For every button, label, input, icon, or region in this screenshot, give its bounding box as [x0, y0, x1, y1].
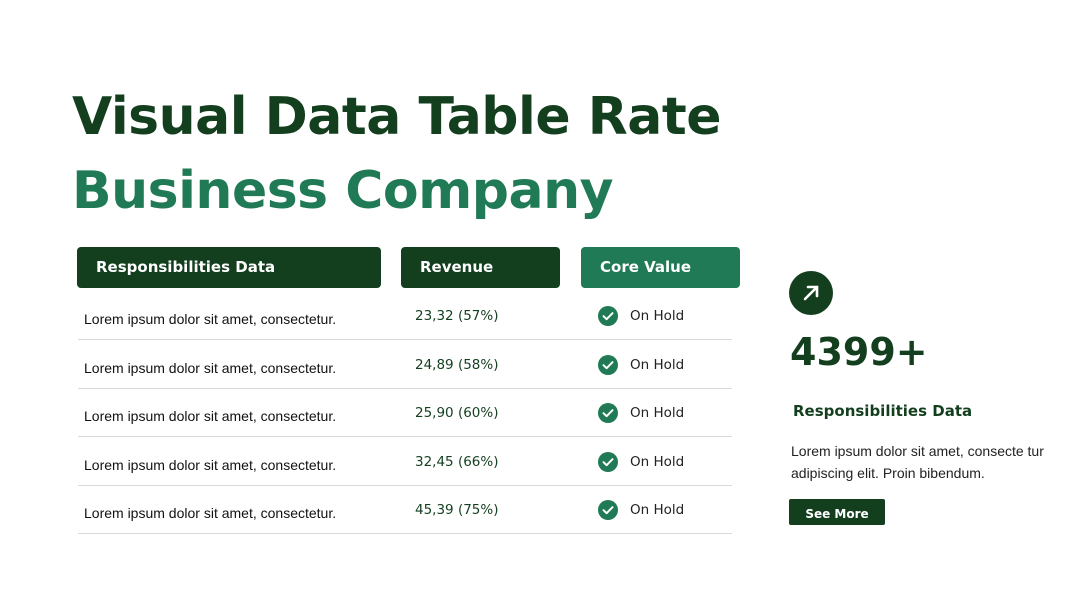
table-cell: 45,39 (75%) [415, 502, 499, 518]
check [598, 354, 618, 375]
title-accent: Business Company [72, 161, 614, 221]
table-row: Lorem ipsum dolor sit amet, consectetur.… [78, 389, 732, 437]
table-cell: 25,90 (60%) [415, 405, 499, 421]
check-icon [598, 451, 618, 476]
column-header: Revenue [401, 247, 560, 288]
see-more-button[interactable]: See More [789, 499, 885, 525]
table-cell: Lorem ipsum dolor sit amet, consectetur. [84, 505, 337, 521]
table-cell: Lorem ipsum dolor sit amet, consectetur. [84, 456, 337, 473]
table-cell: 24,89 (58%) [415, 356, 499, 373]
check-icon [598, 354, 618, 379]
check [598, 403, 618, 423]
table-cell: On Hold [630, 356, 685, 373]
arrow [803, 285, 819, 301]
side-body: Lorem ipsum dolor sit amet, consecte tur… [791, 443, 1044, 481]
table-cell: 32,45 (66%) [415, 453, 499, 470]
table-row: Lorem ipsum dolor sit amet, consectetur.… [78, 486, 732, 534]
check-icon [598, 403, 618, 427]
title-main: Visual Data Table Rate [72, 87, 721, 147]
check [598, 306, 618, 326]
table-cell: On Hold [630, 502, 685, 518]
check [598, 451, 618, 472]
table-cell: Lorem ipsum dolor sit amet, consectetur. [84, 408, 337, 424]
table-cell: On Hold [630, 405, 685, 421]
column-header: Responsibilities Data [77, 247, 381, 288]
arrow-icon [789, 271, 833, 315]
table-cell: Lorem ipsum dolor sit amet, consectetur. [84, 311, 337, 327]
title: Visual Data Table Rate Business Company [72, 80, 932, 228]
table-cell: Lorem ipsum dolor sit amet, consectetur. [84, 359, 337, 376]
check [598, 500, 618, 520]
table-row: Lorem ipsum dolor sit amet, consectetur.… [78, 341, 732, 389]
table-cell: On Hold [630, 308, 685, 324]
column-header: Core Value [581, 247, 740, 288]
side-heading: Responsibilities Data [793, 402, 973, 420]
check-icon [598, 306, 618, 330]
table-row: Lorem ipsum dolor sit amet, consectetur.… [78, 438, 732, 486]
check-icon [598, 500, 618, 524]
table-cell: On Hold [630, 453, 685, 470]
table-cell: 23,32 (57%) [415, 308, 499, 324]
table-row: Lorem ipsum dolor sit amet, consectetur.… [78, 292, 732, 340]
stat: 4399+ [790, 330, 928, 374]
